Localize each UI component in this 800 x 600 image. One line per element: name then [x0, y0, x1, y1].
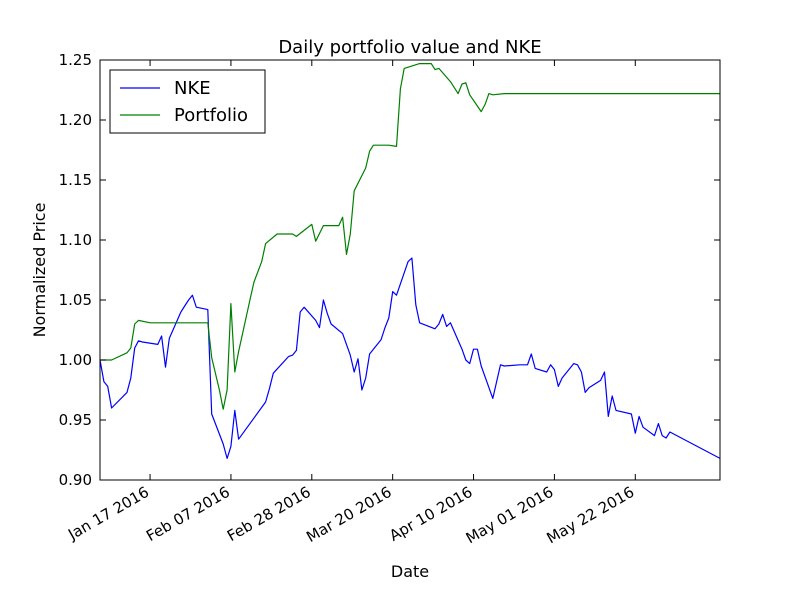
y-tick-label: 0.90	[59, 471, 92, 489]
y-tick-label: 1.05	[59, 291, 92, 309]
y-tick-label: 1.10	[59, 231, 92, 249]
legend-label: NKE	[174, 78, 211, 99]
plot-frame	[99, 59, 721, 481]
legend-label: Portfolio	[174, 105, 248, 126]
x-axis-label: Date	[391, 562, 429, 581]
y-tick-label: 1.00	[59, 351, 92, 369]
chart-title: Daily portfolio value and NKE	[278, 37, 541, 58]
y-tick-label: 1.15	[59, 171, 92, 189]
legend-box	[109, 69, 266, 134]
series-line-portfolio	[100, 62, 720, 410]
y-tick-label: 1.20	[59, 111, 92, 129]
series-line-nke	[99, 257, 721, 459]
y-axis-label: Normalized Price	[30, 203, 49, 338]
y-tick-label: 0.95	[59, 411, 92, 429]
y-tick-label: 1.25	[59, 51, 92, 69]
